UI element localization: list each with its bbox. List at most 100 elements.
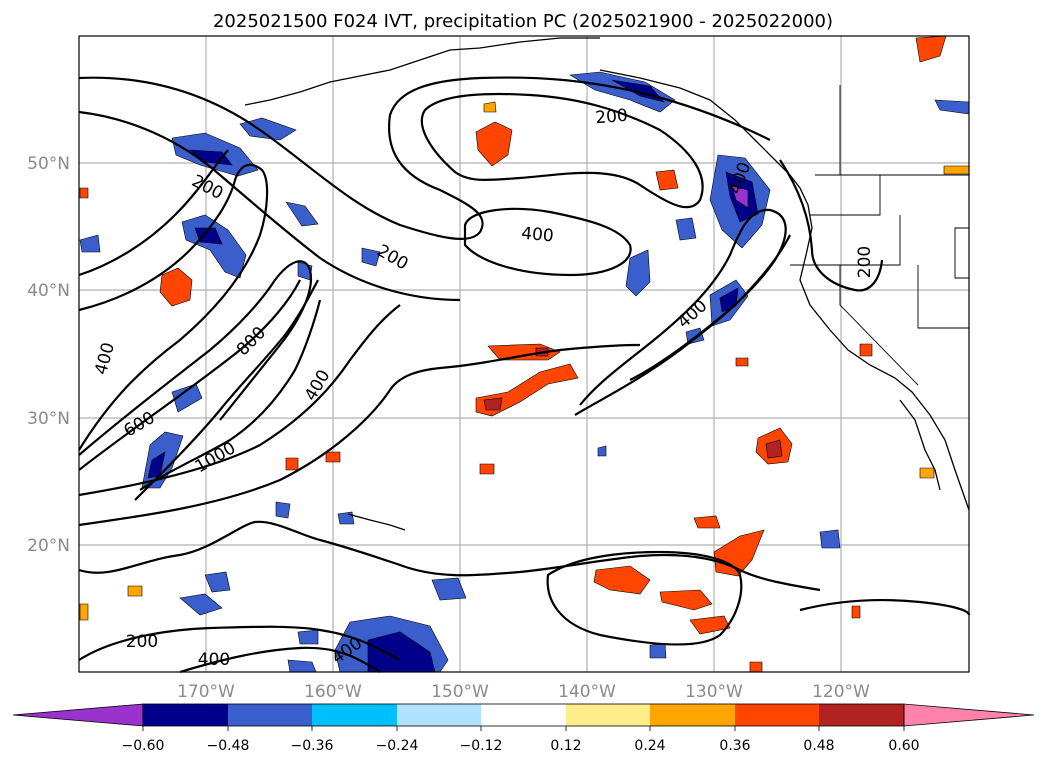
longitude-labels: 170°W 160°W 150°W 140°W 130°W 120°W <box>177 682 870 702</box>
contour-200 <box>78 76 771 240</box>
contour-label: 200 <box>855 246 875 278</box>
na-west-coast <box>599 69 970 511</box>
colorbar-segment <box>735 704 819 726</box>
lat-label: 20°N <box>27 536 70 556</box>
pos-patch <box>943 165 970 175</box>
neg-patch <box>239 117 297 141</box>
precip-positive-patches <box>79 35 970 673</box>
pos-patch <box>475 363 579 417</box>
colorbar-tick-label: 0.60 <box>888 738 919 754</box>
graticule <box>79 36 969 672</box>
lat-label: 50°N <box>27 154 70 174</box>
neg-patch <box>361 247 381 267</box>
contour-200-closed <box>420 92 704 209</box>
pos-patch <box>693 515 721 529</box>
colorbar-tick-label: −0.60 <box>122 738 165 754</box>
pos-patch <box>483 101 497 113</box>
neg-patch <box>204 571 231 593</box>
colorbar: −0.60 −0.48 −0.36 −0.24 −0.12 0.12 0.24 … <box>12 703 1035 754</box>
neg-patch <box>731 185 749 209</box>
colorbar-tick-label: 0.12 <box>550 738 581 754</box>
contour-400 <box>78 163 269 451</box>
colorbar-high-extension <box>903 703 1035 727</box>
pos-patch <box>735 357 749 367</box>
neg-patch <box>569 71 676 113</box>
map-panel: 200 200 200 200 400 400 400 400 400 600 … <box>78 35 971 674</box>
contour-1000 <box>134 279 319 501</box>
colorbar-tick-label: −0.36 <box>291 738 334 754</box>
colorbar-low-extension <box>12 703 144 727</box>
lat-label: 30°N <box>27 409 70 429</box>
neg-patch <box>287 659 317 673</box>
contour-200 <box>78 110 461 302</box>
latitude-labels: 50°N 40°N 30°N 20°N <box>27 154 70 556</box>
pos-patch <box>483 397 503 411</box>
contour-200-closed-south <box>546 550 743 646</box>
neg-patch <box>285 201 319 227</box>
baja-coast <box>899 399 941 491</box>
contour-400b <box>629 234 791 381</box>
neg-patch <box>275 501 291 519</box>
colorbar-tick-label: −0.48 <box>207 738 250 754</box>
ivt-contours <box>78 76 971 674</box>
contour-label: 200 <box>595 106 629 129</box>
pos-patch <box>919 467 935 479</box>
colorbar-tick-label: 0.48 <box>803 738 834 754</box>
colorbar-segment <box>566 704 650 726</box>
neg-patch <box>597 445 607 457</box>
colorbar-segment <box>819 704 904 726</box>
pos-patch <box>915 35 947 63</box>
colorbar-tick-label: −0.24 <box>376 738 419 754</box>
contour-label: 400 <box>198 650 230 670</box>
pos-patch <box>859 343 873 357</box>
pos-patch <box>655 169 679 191</box>
colorbar-segment <box>143 704 228 726</box>
pos-patch <box>475 121 513 167</box>
colorbar-segment <box>650 704 735 726</box>
pos-patch <box>79 603 89 621</box>
lon-label: 140°W <box>558 682 616 702</box>
pos-patch <box>749 661 763 673</box>
neg-patch <box>431 577 467 601</box>
colorbar-tick-label: 0.36 <box>719 738 750 754</box>
contour-400-bottom <box>179 646 381 674</box>
state-border <box>917 265 969 329</box>
neg-patch <box>367 631 436 673</box>
colorbar-tick-labels: −0.60 −0.48 −0.36 −0.24 −0.12 0.12 0.24 … <box>122 738 920 754</box>
lon-label: 160°W <box>304 682 362 702</box>
contour-200-coast <box>779 159 884 292</box>
pos-patch <box>593 565 651 595</box>
lon-label: 130°W <box>685 682 743 702</box>
hawaii-coast <box>347 513 406 531</box>
pos-patch <box>689 615 731 635</box>
contour-1000b <box>139 299 322 491</box>
pos-patch <box>159 267 193 307</box>
pos-patch <box>659 589 713 611</box>
pos-patch <box>285 457 299 471</box>
colorbar-segment <box>312 704 397 726</box>
precip-negative-patches <box>79 71 970 673</box>
colorbar-tick-label: −0.12 <box>460 738 503 754</box>
pos-patch <box>765 439 783 459</box>
neg-patch <box>171 383 203 413</box>
alaska-coast <box>244 37 600 106</box>
contour-400-closed <box>463 207 632 277</box>
contour-200 <box>78 149 229 277</box>
lon-label: 170°W <box>177 682 235 702</box>
neg-patch <box>625 249 651 297</box>
neg-patch <box>297 629 319 645</box>
neg-patch <box>79 234 101 253</box>
neg-patch <box>179 593 223 616</box>
lat-label: 40°N <box>27 281 70 301</box>
pos-patch <box>79 187 89 199</box>
neg-patch <box>819 529 841 549</box>
lon-label: 150°W <box>431 682 489 702</box>
neg-patch <box>649 643 667 659</box>
colorbar-segment <box>481 704 566 726</box>
contour-label: 400 <box>520 224 554 247</box>
pos-patch <box>479 463 495 475</box>
colorbar-segment <box>397 704 481 726</box>
neg-patch <box>337 511 355 525</box>
neg-patch <box>675 217 697 241</box>
